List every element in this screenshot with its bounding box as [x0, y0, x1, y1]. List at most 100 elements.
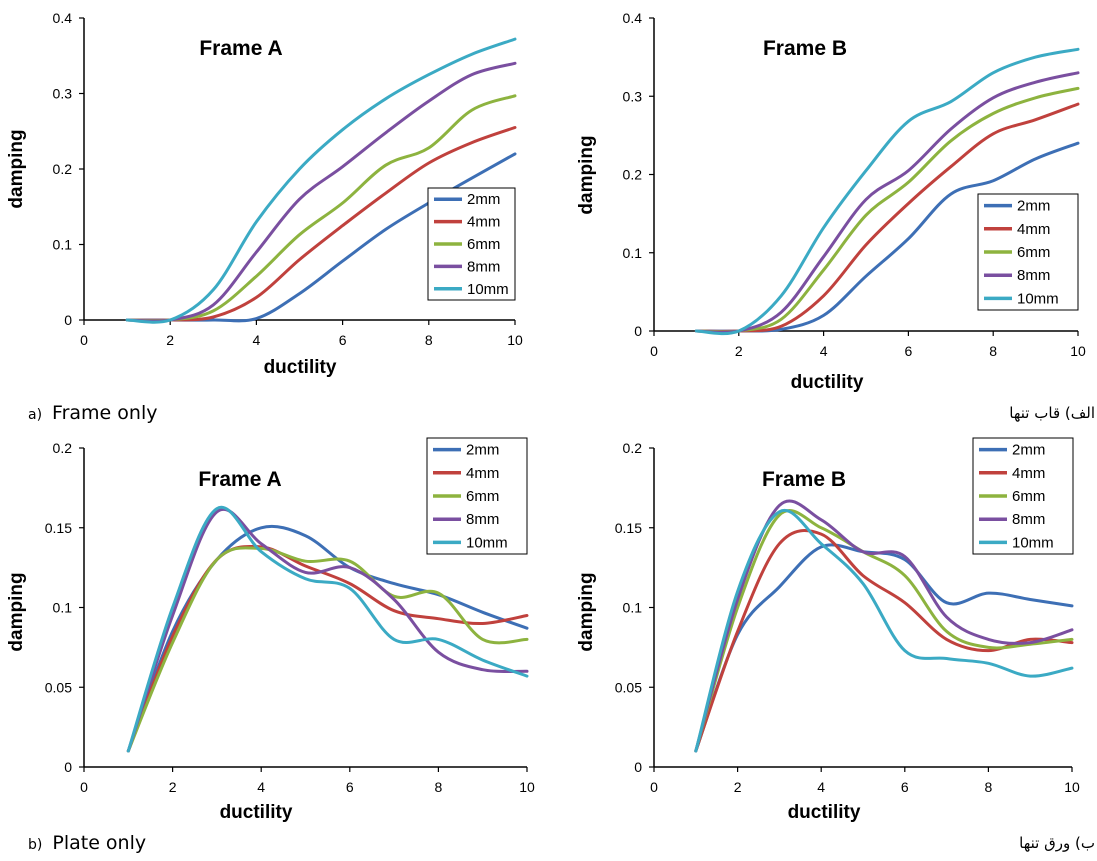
x-tick-label: 6 — [339, 332, 347, 348]
chart-panel-1: 0 0.1 0.2 0.3 0.4 0 2 4 6 8 10 ductility damping Fram… — [6, 10, 523, 378]
x-tick-label: 4 — [257, 779, 265, 795]
y-tick-label: 0.4 — [623, 10, 643, 26]
x-tick-label: 0 — [650, 343, 658, 359]
x-axis-label: ductility — [788, 802, 861, 823]
legend-label: 8mm — [466, 511, 499, 528]
series-line-6mm — [694, 86, 1080, 334]
series-line-10mm — [694, 47, 1080, 336]
legend-label: 4mm — [466, 465, 499, 482]
x-tick-label: 2 — [734, 779, 742, 795]
x-tick-label: 8 — [425, 332, 433, 348]
series-line-6mm — [125, 94, 517, 323]
x-axis-label: ductility — [791, 372, 864, 393]
x-tick-label: 10 — [507, 332, 523, 348]
y-tick-label: 0.15 — [615, 520, 642, 536]
series-line-2mm — [126, 524, 529, 753]
y-axis-label: damping — [6, 572, 27, 651]
x-tick-label: 2 — [735, 343, 743, 359]
y-tick-label: 0.3 — [623, 88, 643, 104]
x-tick-label: 6 — [346, 779, 354, 795]
x-axis-label: ductility — [220, 802, 293, 823]
caption-a-label: a) — [28, 407, 43, 423]
y-tick-label: 0.2 — [623, 440, 643, 456]
x-tick-label: 8 — [435, 779, 443, 795]
legend-label: 8mm — [1012, 511, 1045, 528]
series-line-2mm — [694, 543, 1074, 753]
y-tick-label: 0.1 — [53, 237, 73, 253]
chart-title: Frame B — [762, 468, 846, 491]
legend-label: 6mm — [466, 488, 499, 505]
legend-label: 8mm — [467, 258, 500, 275]
series-line-8mm — [694, 499, 1074, 753]
x-tick-label: 10 — [1070, 343, 1086, 359]
chart-title: Frame B — [763, 37, 847, 60]
y-tick-label: 0.15 — [45, 520, 72, 536]
legend-label: 2mm — [467, 191, 500, 208]
x-tick-label: 10 — [519, 779, 535, 795]
series-line-8mm — [126, 507, 529, 753]
legend-label: 10mm — [466, 534, 508, 551]
legend-label: 6mm — [1012, 488, 1045, 505]
chart-title: Frame A — [199, 37, 282, 60]
legend-label: 10mm — [1017, 290, 1059, 307]
x-tick-label: 10 — [1064, 779, 1080, 795]
series-line-4mm — [125, 126, 517, 322]
legend-label: 2mm — [1017, 198, 1050, 215]
y-tick-label: 0.1 — [623, 600, 643, 616]
caption-a-persian: الف) قاب تنها — [1009, 404, 1095, 422]
legend-label: 8mm — [1017, 267, 1050, 284]
legend-label: 10mm — [467, 281, 509, 298]
y-tick-label: 0.1 — [53, 600, 73, 616]
series-line-8mm — [694, 71, 1080, 334]
y-tick-label: 0.4 — [53, 10, 73, 26]
x-tick-label: 4 — [253, 332, 261, 348]
caption-b-persian: ب) ورق تنها — [1019, 834, 1095, 852]
caption-b-text: Plate only — [52, 832, 147, 854]
y-tick-label: 0 — [634, 759, 642, 775]
series-line-6mm — [126, 546, 529, 753]
legend-label: 2mm — [466, 442, 499, 459]
caption-b-label: b) — [28, 837, 43, 853]
y-axis-label: damping — [576, 572, 597, 651]
legend-label: 10mm — [1012, 534, 1054, 551]
y-tick-label: 0.2 — [53, 440, 73, 456]
x-tick-label: 2 — [169, 779, 177, 795]
x-tick-label: 4 — [817, 779, 825, 795]
chart-panel-4: 0 0.05 0.1 0.15 0.2 0 2 4 6 8 10 ductility damping Fr… — [576, 437, 1080, 823]
chart-panel-2: 0 0.1 0.2 0.3 0.4 0 2 4 6 8 10 ductility damping Fram… — [576, 10, 1086, 393]
legend-box — [427, 187, 516, 301]
x-tick-label: 8 — [985, 779, 993, 795]
x-axis-label: ductility — [264, 357, 337, 378]
chart-title: Frame A — [198, 468, 281, 491]
legend-label: 2mm — [1012, 442, 1045, 459]
legend: 2mm 4mm 6mm 8mm 10mm — [426, 437, 528, 555]
x-tick-label: 6 — [901, 779, 909, 795]
x-tick-label: 4 — [820, 343, 828, 359]
x-tick-label: 0 — [650, 779, 658, 795]
caption-b: b) Plate only — [28, 832, 146, 854]
legend: 2mm 4mm 6mm 8mm 10mm — [977, 193, 1079, 311]
y-tick-label: 0.05 — [45, 679, 72, 695]
y-axis-label: damping — [576, 135, 597, 214]
series-line-10mm — [125, 37, 517, 324]
series-line-10mm — [694, 508, 1074, 753]
y-tick-label: 0 — [64, 759, 72, 775]
x-tick-label: 0 — [80, 332, 88, 348]
caption-a: a) Frame only — [28, 402, 157, 424]
legend-label: 4mm — [1012, 465, 1045, 482]
chart-panel-3: 0 0.05 0.1 0.15 0.2 0 2 4 6 8 10 ductility damping Fr… — [6, 437, 535, 823]
y-tick-label: 0 — [64, 312, 72, 328]
y-tick-label: 0.2 — [623, 167, 643, 183]
y-tick-label: 0.1 — [623, 245, 643, 261]
legend-label: 6mm — [467, 236, 500, 253]
y-axis-label: damping — [6, 129, 27, 208]
series-line-10mm — [126, 505, 529, 753]
x-tick-label: 6 — [905, 343, 913, 359]
series-line-4mm — [694, 102, 1080, 333]
y-tick-label: 0 — [634, 323, 642, 339]
y-tick-label: 0.2 — [53, 161, 73, 177]
legend: 2mm 4mm 6mm 8mm 10mm — [427, 187, 516, 301]
series-line-8mm — [125, 61, 517, 323]
series-line-4mm — [126, 544, 529, 753]
